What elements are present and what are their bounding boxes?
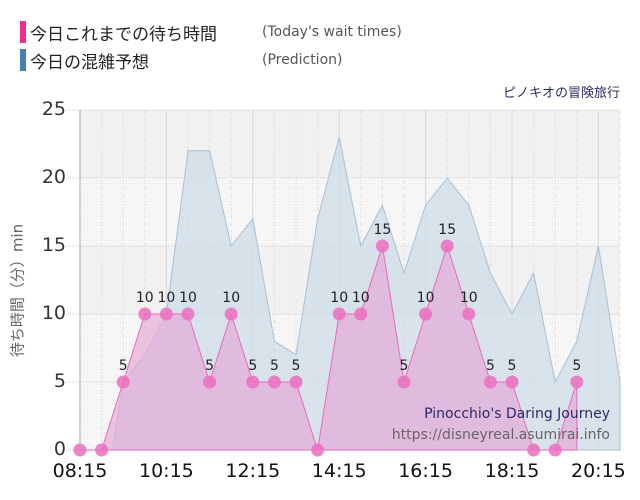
data-label: 5 [486,358,495,374]
data-point [548,443,562,457]
data-label: 10 [136,290,154,306]
data-point [483,375,497,389]
y-tick: 15 [41,234,66,256]
data-label: 5 [270,358,279,374]
x-tick: 08:15 [52,460,108,482]
watermark-url: https://disneyreal.asumirai.info [391,427,610,443]
data-point [203,375,217,389]
y-tick: 10 [41,302,66,324]
y-tick: 25 [41,98,66,120]
data-point [570,375,584,389]
data-label: 10 [330,290,348,306]
data-label: 5 [205,358,214,374]
data-label: 10 [222,290,240,306]
data-point [375,239,389,253]
legend-actual-jp: 今日これまでの待ち時間 [30,24,217,45]
x-tick: 14:15 [311,460,367,482]
attraction-title: ピノキオの冒険旅行 [502,86,620,101]
legend-actual-en: (Today's wait times) [262,24,402,40]
x-tick: 10:15 [139,460,194,482]
legend-prediction: 今日の混雑予想 (Prediction) [20,48,343,73]
data-label: 10 [179,290,197,306]
x-tick: 18:15 [484,460,540,482]
data-point [116,375,130,389]
legend-prediction-en: (Prediction) [262,52,343,68]
data-point [95,443,109,457]
data-label: 5 [572,358,581,374]
y-tick: 5 [53,370,66,392]
y-tick: 20 [41,166,66,188]
data-label: 5 [292,358,301,374]
legend-actual: 今日これまでの待ち時間 (Today's wait times) [20,20,402,45]
data-label: 10 [417,290,435,306]
data-point [505,375,519,389]
data-point [354,307,368,321]
data-label: 5 [400,358,409,374]
data-point [397,375,411,389]
y-tick: 0 [53,438,66,460]
data-point [440,239,454,253]
data-point [332,307,346,321]
data-label: 5 [248,358,257,374]
data-point [181,307,195,321]
data-point [289,375,303,389]
data-label: 5 [119,358,128,374]
data-point [462,307,476,321]
data-label: 10 [460,290,478,306]
data-point [138,307,152,321]
data-point [246,375,260,389]
x-tick: 20:15 [571,460,626,482]
legend-prediction-jp: 今日の混雑予想 [30,52,149,73]
data-label: 10 [352,290,370,306]
legend-swatch-prediction [20,49,26,71]
data-label: 5 [508,358,517,374]
data-point [224,307,238,321]
data-point [267,375,281,389]
x-tick: 12:15 [225,460,281,482]
x-tick: 16:15 [398,460,453,482]
data-point [419,307,433,321]
data-label: 15 [373,222,391,238]
data-point [311,443,325,457]
data-point [159,307,173,321]
data-label: 15 [438,222,456,238]
data-point [527,443,541,457]
legend-swatch-actual [20,21,26,43]
watermark-title: Pinocchio's Daring Journey [424,406,610,422]
data-label: 10 [157,290,175,306]
